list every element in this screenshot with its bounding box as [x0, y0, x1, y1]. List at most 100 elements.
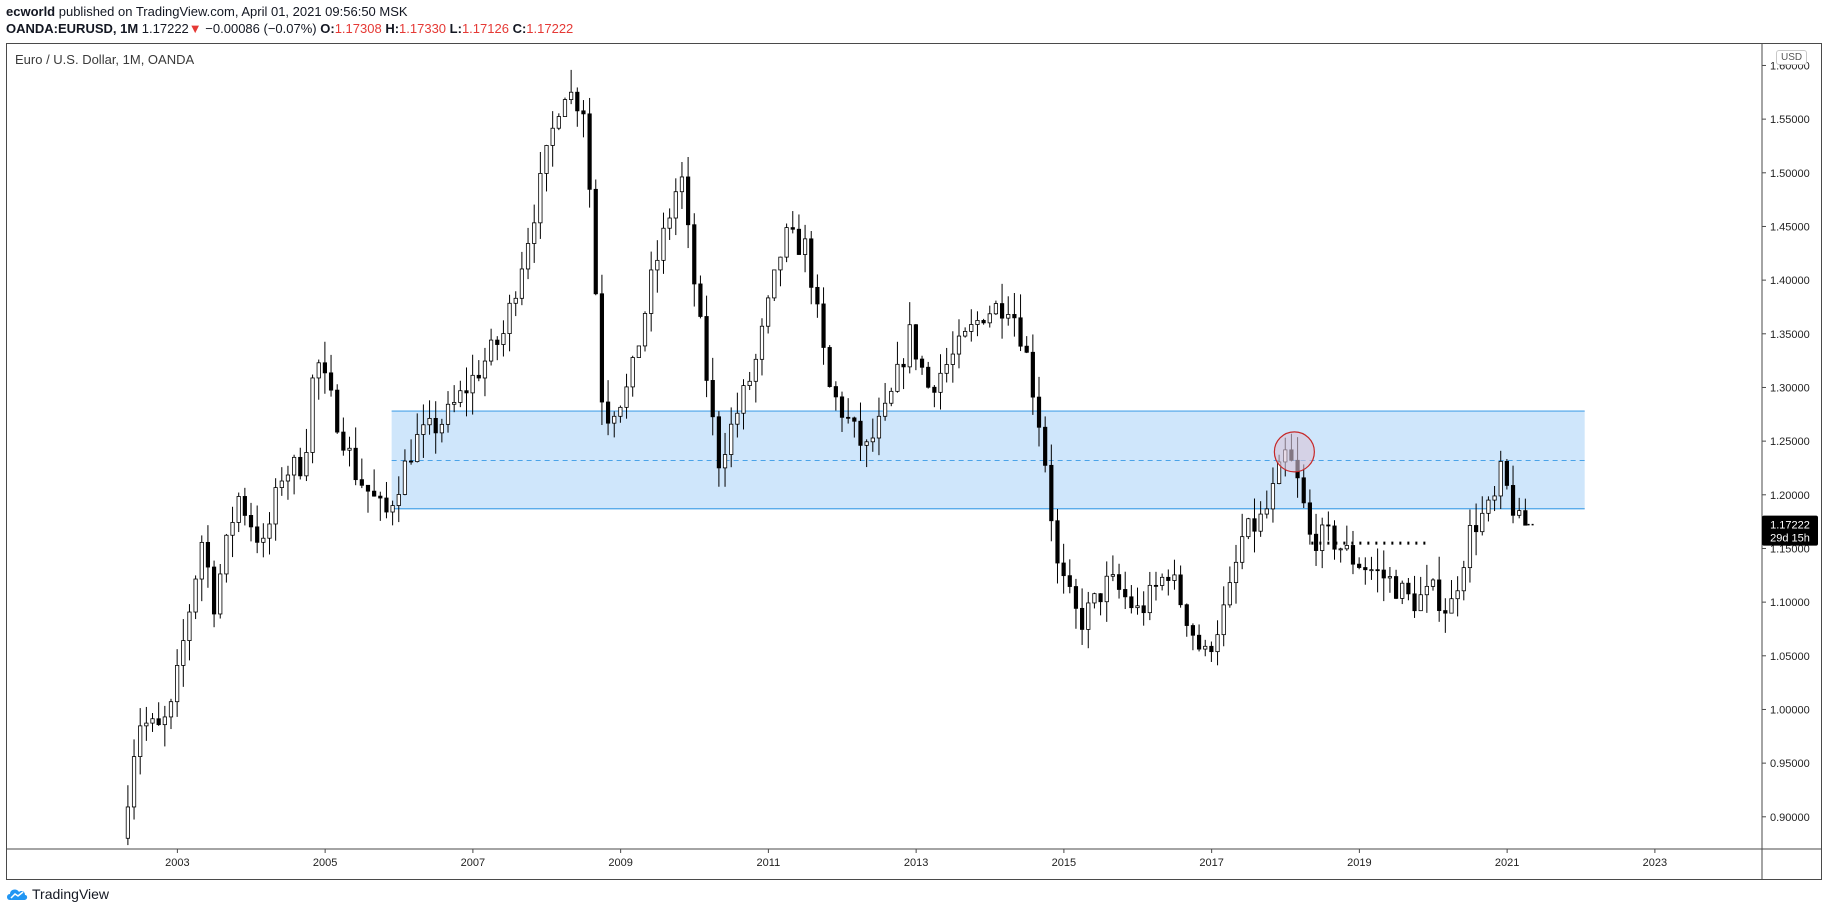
last-price: 1.17222 [141, 21, 189, 36]
candle-body [1036, 396, 1042, 428]
candle-body [501, 333, 506, 345]
low-label: L: [449, 21, 462, 36]
close-value: 1.17222 [526, 21, 574, 36]
symbol-info-bar: OANDA:EURUSD, 1M 1.17222▼ −0.00086 (−0.0… [6, 21, 573, 37]
candle-body [1406, 582, 1411, 595]
candle-body [1209, 645, 1214, 653]
candle-body [993, 303, 999, 315]
candle-body [1430, 579, 1436, 587]
candle-body [525, 243, 531, 270]
candle-body [999, 303, 1005, 319]
candle-body [1104, 575, 1109, 603]
candle-body [1338, 548, 1343, 551]
y-tick-label: 1.30000 [1770, 382, 1810, 394]
candle-body [593, 188, 598, 295]
candle-body [464, 390, 469, 394]
candle-body [230, 522, 235, 536]
candle-body [649, 269, 654, 314]
candle-body [1215, 634, 1220, 653]
candle-body [1258, 513, 1263, 532]
candle-body [402, 460, 408, 495]
last-price-box [1762, 515, 1818, 546]
chart-frame [6, 43, 1822, 880]
candle-body [1153, 584, 1159, 587]
candle-body [298, 456, 303, 477]
candle-body [753, 358, 758, 382]
author-name[interactable]: ecworld [6, 4, 56, 19]
candle-body [365, 484, 371, 492]
candle-body [889, 390, 894, 404]
candle-body [359, 479, 364, 486]
y-tick-label: 0.95000 [1770, 758, 1810, 770]
high-value: 1.17330 [399, 21, 447, 36]
candle-body [292, 456, 297, 476]
candle-body [550, 127, 555, 146]
candle-body [692, 224, 697, 285]
candle-body [1246, 518, 1251, 538]
candle-body [624, 386, 629, 408]
candle-body [1424, 585, 1429, 596]
candle-body [372, 490, 377, 497]
candle-body [1400, 582, 1405, 599]
candle-body [328, 372, 334, 391]
candle-body [408, 460, 414, 463]
candle-body [1092, 593, 1097, 604]
candle-body [261, 537, 266, 543]
y-tick-label: 1.25000 [1770, 436, 1810, 448]
candle-body [513, 297, 518, 304]
candle-body [495, 339, 500, 345]
candle-body [1270, 483, 1276, 510]
candle-body [975, 320, 980, 325]
candle-body [1240, 536, 1245, 563]
x-tick-label: 2023 [1643, 857, 1667, 869]
candle-body [519, 268, 524, 299]
open-label: O: [320, 21, 335, 36]
candle-body [963, 331, 968, 337]
tradingview-logo[interactable]: TradingView [6, 886, 109, 902]
candle-body [1523, 510, 1528, 526]
candle-body [125, 806, 130, 839]
candle-body [1504, 460, 1509, 486]
candle-body [1363, 567, 1368, 571]
candle-body [741, 385, 746, 414]
candle-body [569, 91, 574, 100]
candle-body [279, 480, 284, 488]
candle-body [384, 497, 389, 513]
low-value: 1.17126 [461, 21, 509, 36]
x-tick-label: 2015 [1052, 857, 1076, 869]
currency-badge[interactable]: USD [1776, 50, 1808, 65]
candle-body [1172, 574, 1177, 581]
candle-body [630, 357, 635, 388]
candle-body [581, 110, 586, 115]
candle-body [784, 227, 789, 258]
y-tick-label: 1.05000 [1770, 651, 1810, 663]
symbol-label[interactable]: OANDA:EURUSD, 1M [6, 21, 139, 36]
candle-body [790, 227, 795, 230]
candle-body [1178, 574, 1183, 606]
y-tick-label: 1.35000 [1770, 329, 1810, 341]
candle-body [1190, 625, 1196, 636]
candle-body [187, 611, 192, 642]
candle-body [1301, 477, 1306, 504]
candle-body [353, 447, 358, 481]
down-arrow-icon: ▼ [188, 21, 202, 36]
candle-body [341, 431, 346, 451]
y-tick-label: 1.40000 [1770, 275, 1810, 287]
candles-group [125, 69, 1528, 846]
candle-body [1369, 569, 1374, 572]
cloud-logo-icon [7, 889, 28, 900]
candle-body [1467, 525, 1473, 569]
candle-body [482, 360, 488, 379]
candle-body [1135, 605, 1140, 609]
y-tick-label: 0.90000 [1770, 812, 1810, 824]
chart-title: Euro / U.S. Dollar, 1M, OANDA [15, 52, 195, 67]
candle-body [532, 222, 537, 244]
candle-body [1203, 645, 1208, 650]
candle-body [919, 358, 925, 368]
candle-body [950, 353, 955, 365]
candle-body [759, 325, 765, 360]
candle-body [772, 269, 777, 299]
candle-body [1412, 593, 1417, 612]
candle-body [839, 396, 845, 418]
